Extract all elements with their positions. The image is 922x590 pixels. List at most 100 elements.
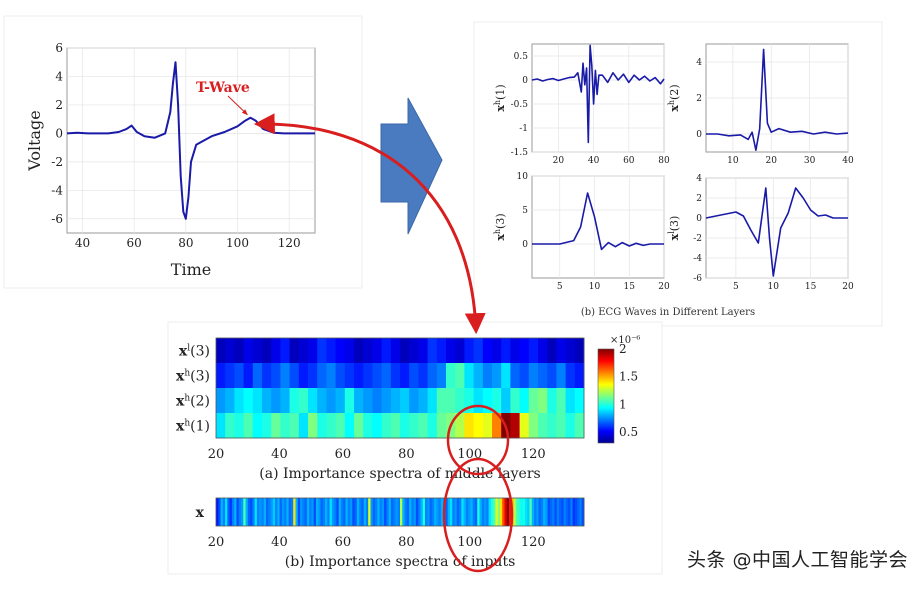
heat-cell-middle xyxy=(565,413,576,439)
heat-cell-middle xyxy=(519,363,530,389)
heat-cell-input xyxy=(440,498,444,526)
heat-cell-middle xyxy=(262,363,272,389)
heat-cell-input xyxy=(568,498,571,526)
heat-cell-middle xyxy=(519,413,530,439)
heat-cell-input xyxy=(493,498,496,526)
heat-cell-input xyxy=(309,498,312,526)
heat-cell-middle xyxy=(547,388,557,414)
heat-cell-middle xyxy=(381,363,392,389)
x-tick-label-xl3: 15 xyxy=(805,282,817,292)
heat-cell-input xyxy=(406,498,410,526)
heat-cell-input xyxy=(293,498,296,526)
heat-cell-input xyxy=(465,498,469,526)
heat-cell-middle xyxy=(574,338,585,364)
heat-cell-middle xyxy=(436,413,447,439)
heat-cell-middle xyxy=(390,363,401,389)
heat-cell-input xyxy=(577,498,580,526)
x-tick-label-xh1: 20 xyxy=(553,156,565,166)
heat-cell-input xyxy=(340,498,344,526)
heat-cell-middle xyxy=(501,338,511,364)
heat-cell-middle xyxy=(418,338,428,364)
heat-cell-input xyxy=(561,498,564,526)
heat-cell-middle xyxy=(482,363,493,389)
heat-cell-input xyxy=(468,498,471,526)
heat-cell-input xyxy=(286,498,290,526)
heat-cell-middle xyxy=(252,363,263,389)
heat-cell-input xyxy=(488,498,492,526)
heat-cell-middle xyxy=(556,363,566,389)
heat-cell-input xyxy=(445,498,449,526)
heat-cell-middle xyxy=(225,413,235,439)
heat-cell-middle xyxy=(308,363,318,389)
heat-cell-middle xyxy=(473,338,484,364)
heat-cell-input xyxy=(322,498,326,526)
heat-cell-input xyxy=(272,498,276,526)
annotation-arrow-icon xyxy=(227,95,248,116)
heat-cell-middle xyxy=(556,338,566,364)
y-axis-label-ecg: Voltage xyxy=(25,110,44,172)
x-tick-label-xl3: 10 xyxy=(768,282,780,292)
x-tick-label-xh3: 15 xyxy=(624,282,636,292)
series-line-xl3 xyxy=(705,187,848,277)
heat-cell-middle xyxy=(418,363,428,389)
link-arrow-icon xyxy=(253,113,486,335)
heat-cell-middle xyxy=(234,363,244,389)
y-tick-label-ecg: 6 xyxy=(55,41,63,55)
heat-cell-input xyxy=(288,498,292,526)
x-tick-label-heat-input: 40 xyxy=(271,535,288,550)
heat-cell-input xyxy=(449,498,453,526)
heat-cell-middle xyxy=(390,338,401,364)
heat-cell-input xyxy=(327,498,330,526)
plot-area-xl3 xyxy=(705,177,849,279)
heat-cell-middle xyxy=(289,388,300,414)
heat-cell-middle xyxy=(455,338,465,364)
heat-cell-middle xyxy=(289,338,300,364)
heat-cell-input xyxy=(325,498,328,526)
heat-cell-middle xyxy=(252,388,263,414)
x-tick-label-heat-input: 20 xyxy=(208,535,225,550)
heat-cell-input xyxy=(352,498,355,526)
heat-cell-input xyxy=(222,498,226,526)
heat-cell-input xyxy=(452,498,455,526)
heat-cell-middle xyxy=(473,363,484,389)
heat-cell-input xyxy=(275,498,278,526)
heat-cell-middle xyxy=(482,388,493,414)
caption-heat-input: (b) Importance spectra of inputs xyxy=(285,554,516,570)
heat-cell-middle xyxy=(216,388,226,414)
heat-cell-middle xyxy=(528,363,539,389)
heat-cell-input xyxy=(261,498,265,526)
heat-cell-input xyxy=(540,498,544,526)
x-tick-label-heat-input: 120 xyxy=(521,535,546,550)
heat-cell-input xyxy=(506,498,510,526)
heat-cell-input xyxy=(463,498,467,526)
heat-cell-input xyxy=(238,498,242,526)
y-tick-label-ecg: 4 xyxy=(55,69,63,83)
heat-cell-middle xyxy=(510,363,520,389)
heat-cell-middle xyxy=(409,413,419,439)
heat-cell-middle xyxy=(574,363,585,389)
heat-cell-input xyxy=(245,498,249,526)
heat-cell-input xyxy=(454,498,458,526)
x-tick-label-heat-middle: 60 xyxy=(335,447,352,462)
heat-cell-middle xyxy=(565,338,576,364)
heat-cell-middle xyxy=(390,388,401,414)
heat-cell-input xyxy=(259,498,262,526)
heat-cell-input xyxy=(295,498,299,526)
heat-cell-input xyxy=(504,498,508,526)
heat-cell-middle xyxy=(289,413,300,439)
colorbar-tick-label: 1 xyxy=(619,397,627,411)
watermark-text: 头条 @中国人工智能学会 xyxy=(686,549,908,571)
heat-cell-input xyxy=(549,498,553,526)
y-tick-label-ecg: -2 xyxy=(51,155,63,169)
heat-cell-middle xyxy=(464,388,474,414)
heat-cell-middle xyxy=(574,413,585,439)
heat-cell-middle xyxy=(556,388,566,414)
x-tick-label-heat-input: 80 xyxy=(398,535,415,550)
heat-cell-middle xyxy=(455,413,465,439)
heat-cell-input xyxy=(429,498,433,526)
heat-cell-input xyxy=(302,498,305,526)
heat-cell-middle xyxy=(344,413,355,439)
annotation-t-wave: T-Wave xyxy=(196,80,250,96)
y-tick-label-xh2: 0 xyxy=(696,130,702,140)
